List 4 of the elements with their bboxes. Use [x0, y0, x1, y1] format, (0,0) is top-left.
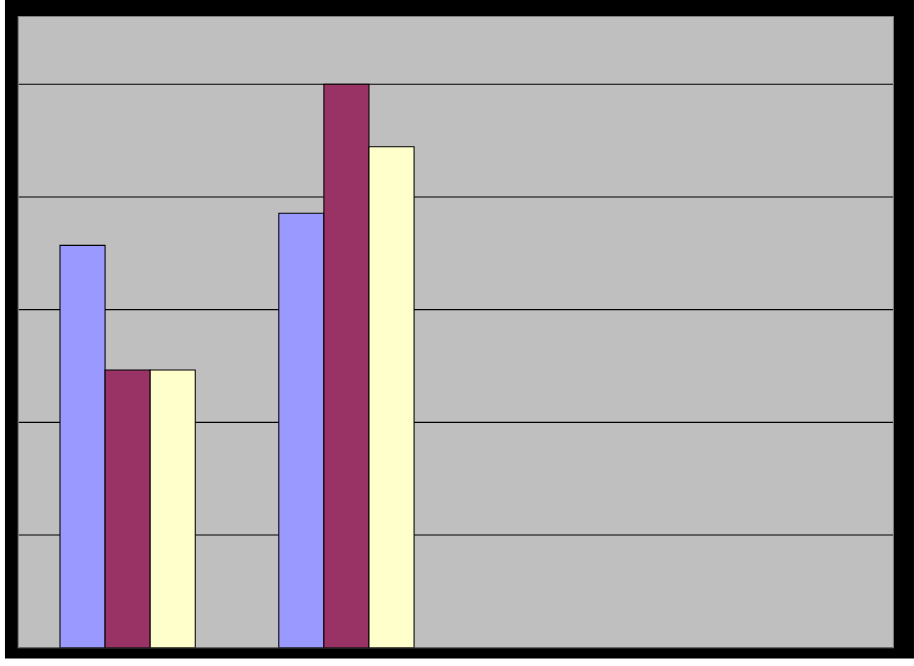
bar [59, 244, 106, 648]
bar [368, 146, 415, 648]
bar [278, 212, 325, 648]
bar [149, 369, 196, 648]
